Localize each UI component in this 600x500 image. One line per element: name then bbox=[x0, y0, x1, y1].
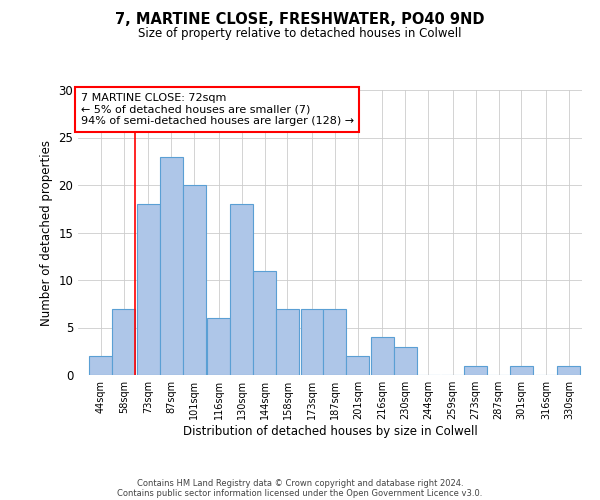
Text: Contains HM Land Registry data © Crown copyright and database right 2024.: Contains HM Land Registry data © Crown c… bbox=[137, 478, 463, 488]
Y-axis label: Number of detached properties: Number of detached properties bbox=[40, 140, 53, 326]
Bar bbox=[346, 356, 369, 375]
Bar bbox=[183, 185, 206, 375]
Bar bbox=[89, 356, 112, 375]
Bar bbox=[301, 308, 323, 375]
Bar bbox=[207, 318, 230, 375]
Bar bbox=[276, 308, 299, 375]
X-axis label: Distribution of detached houses by size in Colwell: Distribution of detached houses by size … bbox=[182, 425, 478, 438]
Bar bbox=[137, 204, 160, 375]
Bar bbox=[112, 308, 135, 375]
Text: 7, MARTINE CLOSE, FRESHWATER, PO40 9ND: 7, MARTINE CLOSE, FRESHWATER, PO40 9ND bbox=[115, 12, 485, 28]
Bar bbox=[557, 366, 580, 375]
Bar bbox=[464, 366, 487, 375]
Bar bbox=[394, 346, 417, 375]
Bar bbox=[253, 270, 276, 375]
Bar bbox=[371, 337, 394, 375]
Bar bbox=[160, 156, 183, 375]
Bar bbox=[510, 366, 533, 375]
Text: 7 MARTINE CLOSE: 72sqm
← 5% of detached houses are smaller (7)
94% of semi-detac: 7 MARTINE CLOSE: 72sqm ← 5% of detached … bbox=[80, 93, 353, 126]
Bar bbox=[323, 308, 346, 375]
Bar bbox=[230, 204, 253, 375]
Text: Contains public sector information licensed under the Open Government Licence v3: Contains public sector information licen… bbox=[118, 488, 482, 498]
Text: Size of property relative to detached houses in Colwell: Size of property relative to detached ho… bbox=[138, 28, 462, 40]
